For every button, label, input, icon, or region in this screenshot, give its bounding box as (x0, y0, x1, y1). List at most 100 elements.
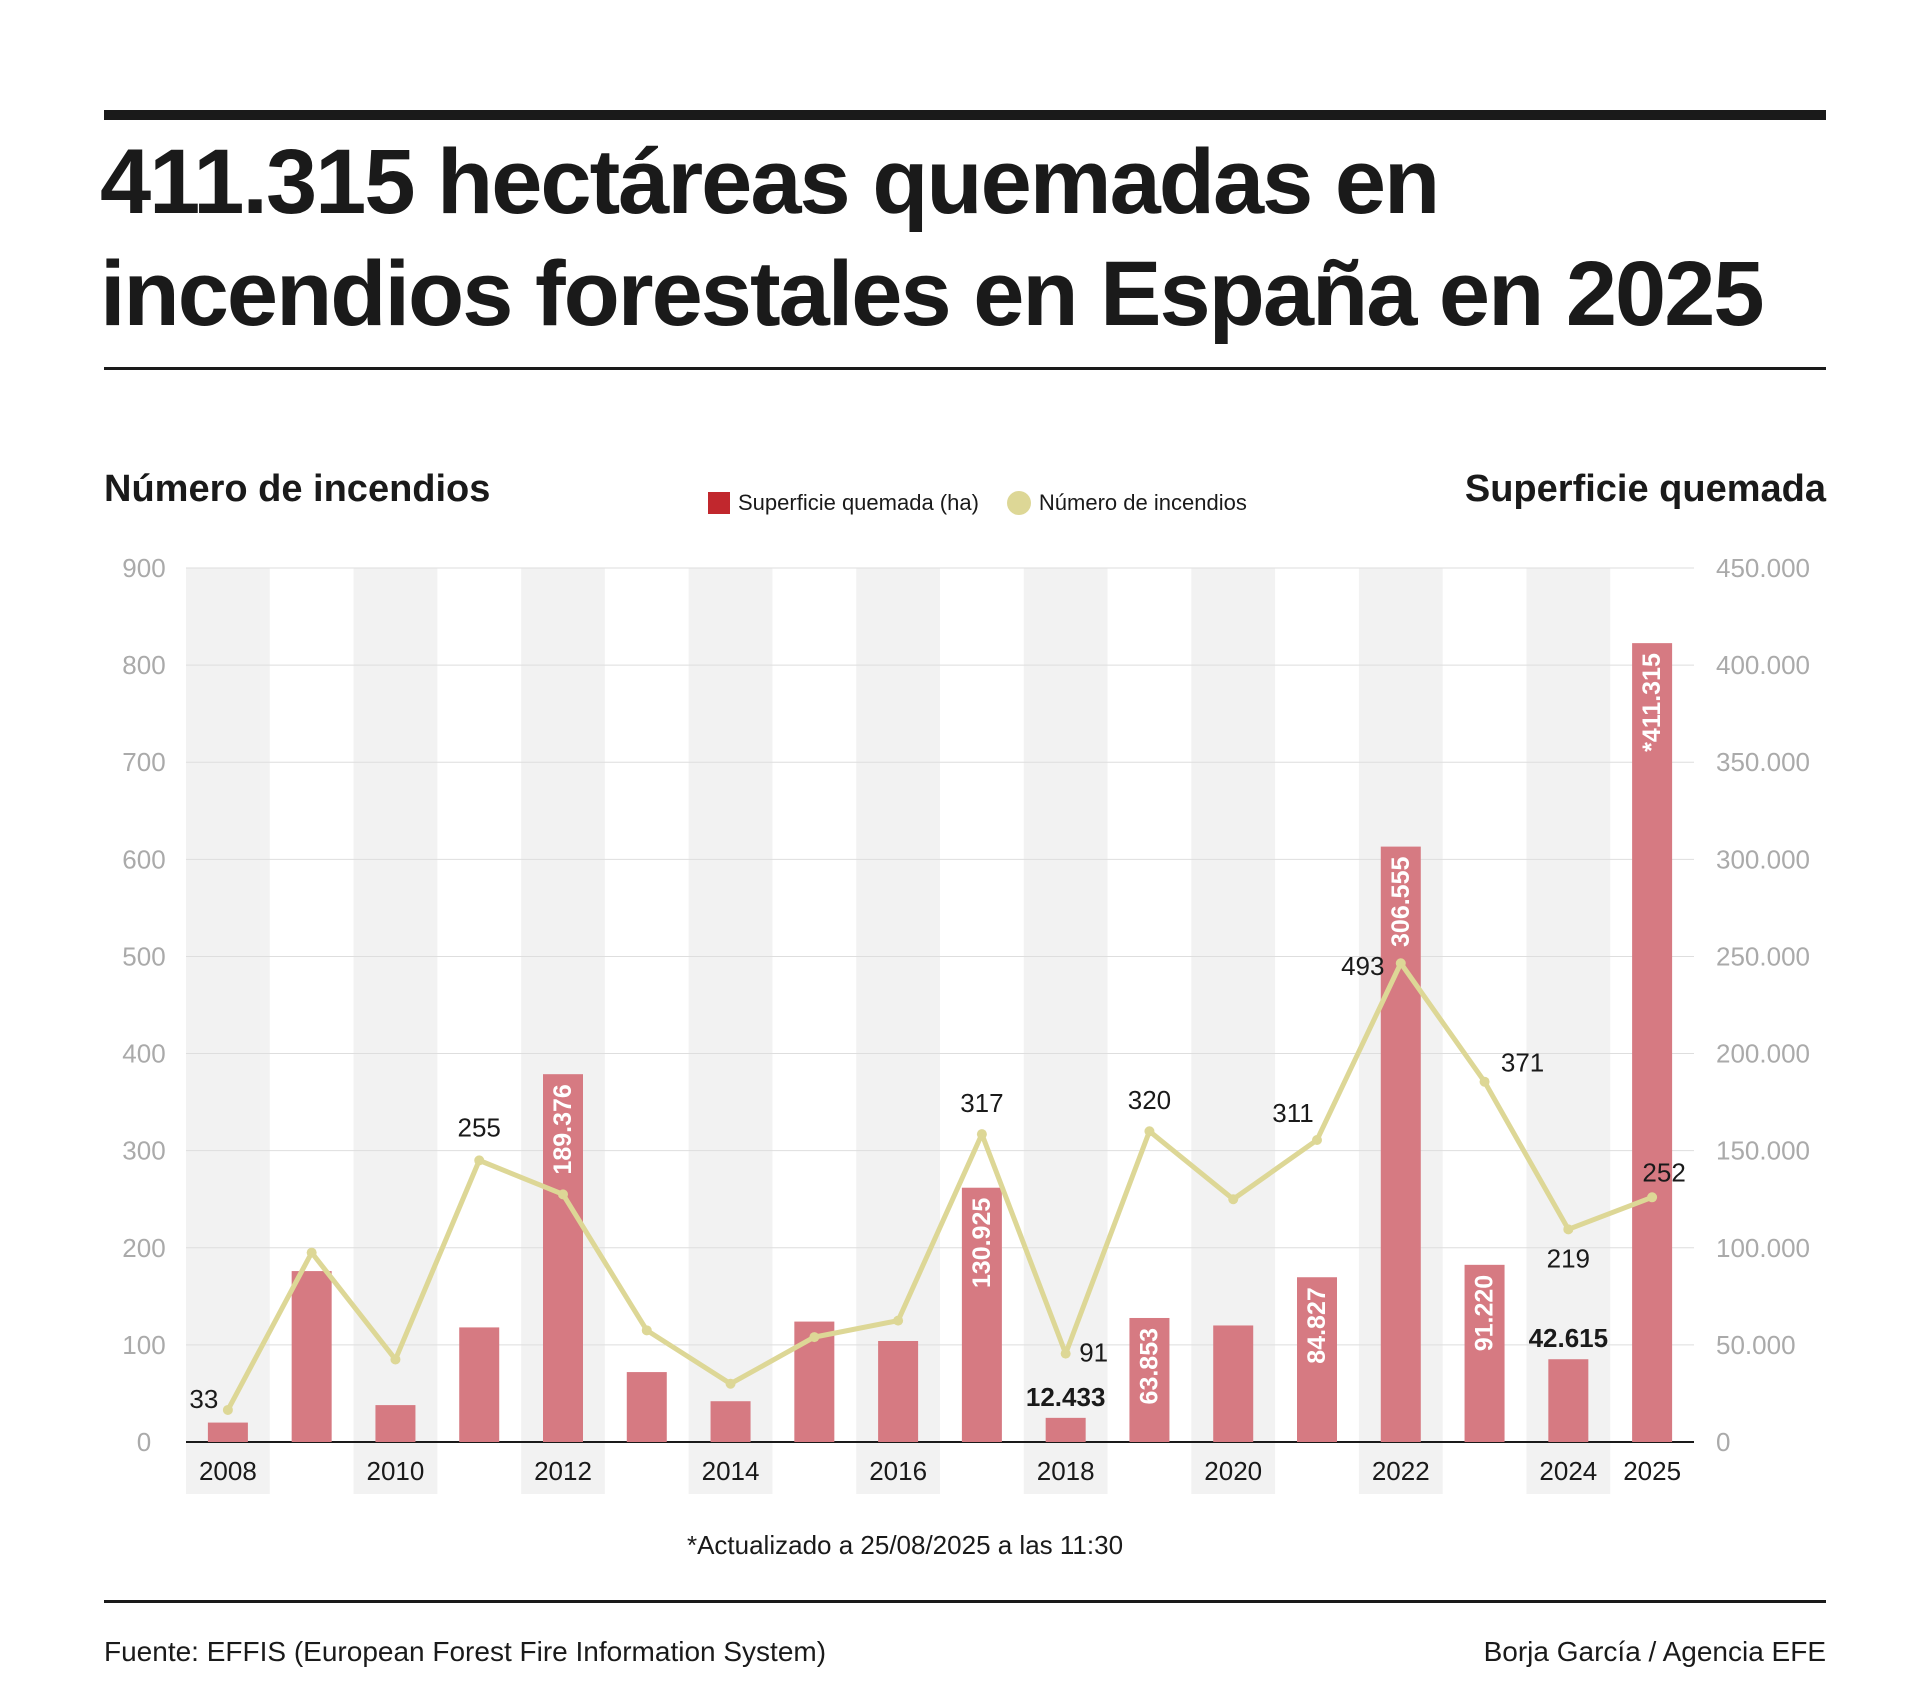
bar-2018 (1045, 1417, 1086, 1442)
right-axis-tick: 150.000 (1716, 1136, 1810, 1166)
x-axis-tick: 2020 (1204, 1456, 1262, 1486)
incendios-point-2018 (1060, 1348, 1071, 1359)
incendios-point-2009 (306, 1247, 317, 1258)
bar-value-label: 306.555 (1387, 857, 1415, 947)
top-rule (104, 110, 1826, 120)
x-axis-tick: 2012 (534, 1456, 592, 1486)
incendios-point-2023 (1479, 1076, 1490, 1087)
bar-2009 (291, 1271, 332, 1442)
column-band (353, 568, 438, 1494)
bar-2012 (543, 1074, 583, 1442)
line-value-label: 219 (1547, 1243, 1590, 1273)
credit-text: Borja García / Agencia EFE (1483, 1636, 1826, 1667)
incendios-point-2021 (1312, 1134, 1322, 1145)
left-axis-tick: 600 (122, 844, 165, 874)
bar-2014 (710, 1401, 751, 1442)
x-axis-tick: 2024 (1539, 1456, 1597, 1486)
x-axis-tick: 2025 (1623, 1456, 1681, 1486)
column-band (1023, 568, 1108, 1494)
incendios-point-2024 (1563, 1224, 1574, 1235)
left-axis-tick: 700 (122, 747, 165, 777)
bar-2022 (1380, 846, 1421, 1442)
footer-rule (104, 1600, 1826, 1603)
bar-value-label: 91.220 (1471, 1275, 1499, 1351)
bar-value-label: 63.853 (1135, 1328, 1163, 1404)
bar-value-label: 189.376 (549, 1084, 577, 1174)
left-axis-tick: 800 (122, 650, 165, 680)
incendios-line (225, 960, 1654, 1412)
title-rule (104, 367, 1826, 370)
title-line-2: incendios forestales en España en 2025 (100, 243, 1765, 345)
chart-legend: Superficie quemada (ha) Número de incend… (708, 490, 1275, 516)
line-value-label: 255 (458, 1112, 501, 1142)
right-axis-tick: 450.000 (1716, 553, 1810, 583)
right-axis-tick: 100.000 (1716, 1233, 1810, 1263)
bar-2021 (1297, 1277, 1337, 1442)
bar-2008 (207, 1422, 248, 1442)
bar-2024 (1548, 1359, 1589, 1442)
left-axis-tick: 200 (122, 1233, 165, 1263)
bar-2010 (375, 1405, 416, 1442)
legend-line-label: Número de incendios (1038, 490, 1247, 515)
x-axis-tick: 2008 (199, 1456, 257, 1486)
legend-item-incendios: Número de incendios (1006, 490, 1247, 516)
left-axis-heading: Número de incendios (104, 468, 491, 510)
line-value-label: 311 (1272, 1098, 1313, 1128)
line-value-label: 252 (1642, 1157, 1685, 1187)
bar-2019 (1129, 1317, 1170, 1442)
bar-2023 (1464, 1264, 1505, 1442)
right-axis-tick: 50.000 (1716, 1330, 1796, 1360)
right-axis-tick: 300.000 (1716, 844, 1810, 874)
title-line-1: 411.315 hectáreas quemadas en (100, 131, 1440, 233)
column-band (688, 568, 773, 1494)
legend-bar-swatch (708, 492, 730, 514)
bar-2025 (1632, 643, 1673, 1442)
line-value-label: 320 (1128, 1085, 1171, 1115)
line-value-label: 371 (1501, 1048, 1544, 1078)
incendios-point-2020 (1228, 1194, 1239, 1205)
bar-2013 (626, 1372, 667, 1442)
column-band (856, 568, 940, 1494)
incendios-point-2008 (222, 1404, 233, 1415)
incendios-point-2010 (390, 1354, 401, 1365)
column-band (186, 568, 270, 1494)
incendios-point-2022 (1395, 958, 1406, 969)
incendios-point-2013 (641, 1325, 652, 1336)
incendios-point-2012 (558, 1189, 568, 1200)
right-axis-tick: 400.000 (1716, 650, 1810, 680)
right-axis-heading: Superficie quemada (1464, 468, 1826, 510)
legend-line-swatch (1006, 491, 1031, 515)
x-axis-tick: 2018 (1037, 1456, 1095, 1486)
x-axis-tick: 2016 (869, 1456, 927, 1486)
incendios-point-2011 (474, 1155, 485, 1166)
incendios-point-2015 (809, 1332, 820, 1343)
bar-2017 (961, 1187, 1002, 1442)
update-note: *Actualizado a 25/08/2025 a las 11:30 (686, 1530, 1124, 1560)
bar-2011 (459, 1327, 500, 1442)
bar-2016 (878, 1341, 919, 1442)
left-axis-tick: 400 (122, 1039, 165, 1069)
incendios-point-2017 (976, 1129, 987, 1140)
right-axis-tick: 350.000 (1716, 747, 1810, 777)
legend-bar-label: Superficie quemada (ha) (738, 490, 979, 515)
incendios-point-2019 (1144, 1126, 1155, 1137)
source-text: Fuente: EFFIS (European Forest Fire Info… (104, 1636, 827, 1667)
left-axis-tick: 100 (122, 1330, 165, 1360)
bar-value-label: 12.433 (1026, 1382, 1106, 1412)
legend-item-superficie: Superficie quemada (ha) (708, 490, 979, 516)
bar-2020 (1213, 1325, 1254, 1442)
right-axis-tick: 250.000 (1716, 941, 1810, 971)
left-axis-tick: 500 (122, 941, 165, 971)
line-value-label: 91 (1079, 1338, 1108, 1368)
incendios-point-2014 (725, 1378, 736, 1389)
bar-value-label: *411.315 (1638, 653, 1666, 752)
line-value-label: 33 (189, 1384, 218, 1414)
x-axis-tick: 2022 (1372, 1456, 1430, 1486)
line-value-label: 317 (960, 1088, 1003, 1118)
right-axis-tick: 0 (1716, 1427, 1730, 1457)
line-value-label: 493 (1341, 951, 1384, 981)
x-axis-tick: 2014 (702, 1456, 760, 1486)
incendios-point-2025 (1647, 1192, 1658, 1203)
incendios-point-2016 (893, 1315, 904, 1326)
bar-value-label: 130.925 (968, 1198, 996, 1288)
